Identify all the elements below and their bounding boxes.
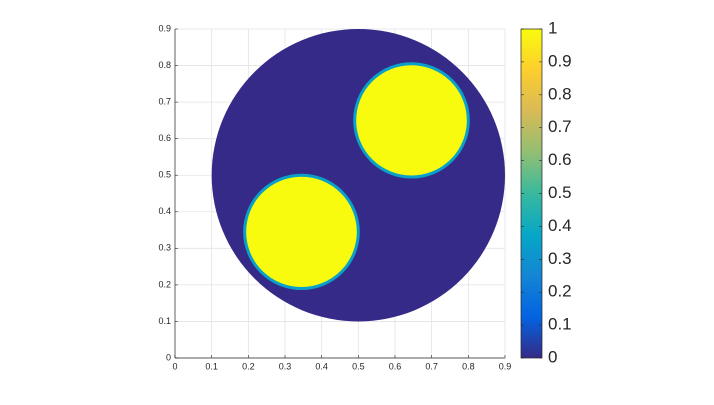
y-tick-label: 0.3 xyxy=(158,243,171,253)
colorbar-tick-label: 0.2 xyxy=(548,282,572,301)
y-tick-label: 0.1 xyxy=(158,316,171,326)
colorbar xyxy=(520,28,543,359)
x-tick-label: 0.5 xyxy=(352,361,365,371)
colorbar-tick-label: 0.3 xyxy=(548,249,572,268)
colorbar-tick-label: 0.8 xyxy=(548,84,572,103)
colorbar-tick-label: 0.4 xyxy=(548,216,572,235)
colorbar-tick-label: 0.6 xyxy=(548,150,572,169)
y-tick-label: 0.2 xyxy=(158,279,171,289)
y-tick-label: 0.5 xyxy=(158,170,171,180)
y-tick-label: 0.7 xyxy=(158,96,171,106)
colorbar-tick-label: 1 xyxy=(548,18,557,37)
y-tick-label: 0.9 xyxy=(158,23,171,33)
x-tick-label: 0.4 xyxy=(315,361,328,371)
region xyxy=(243,173,360,291)
y-tick-label: 0 xyxy=(166,352,171,362)
colorbar-tick-label: 0 xyxy=(548,347,557,366)
y-tick-label: 0.6 xyxy=(158,133,171,143)
x-tick-label: 0 xyxy=(172,361,177,371)
x-tick-label: 0.8 xyxy=(462,361,475,371)
colorbar-tick-label: 0.1 xyxy=(548,315,572,334)
x-tick-label: 0.6 xyxy=(389,361,402,371)
x-tick-label: 0.7 xyxy=(425,361,438,371)
colorbar-tick-label: 0.7 xyxy=(548,117,572,136)
colorbar-tick-label: 0.5 xyxy=(548,183,572,202)
x-tick-label: 0.9 xyxy=(499,361,512,371)
y-tick-label: 0.4 xyxy=(158,206,171,216)
colorbar-tick-label: 0.9 xyxy=(548,51,572,70)
x-tick-label: 0.2 xyxy=(242,361,255,371)
region xyxy=(353,62,470,179)
x-tick-label: 0.3 xyxy=(279,361,292,371)
y-tick-label: 0.8 xyxy=(158,60,171,70)
region xyxy=(211,29,505,322)
x-tick-label: 0.1 xyxy=(205,361,218,371)
